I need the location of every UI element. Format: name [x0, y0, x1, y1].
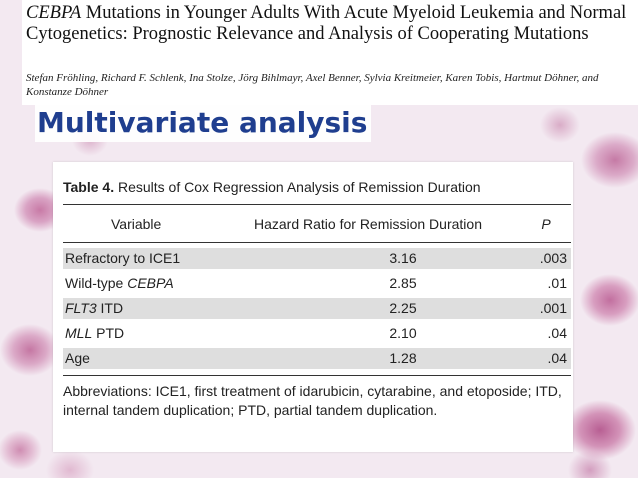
- row-p-value: .04: [547, 325, 567, 341]
- row-p-value: .04: [547, 350, 567, 366]
- row-hazard-ratio: 2.25: [389, 300, 417, 316]
- table-caption-text: Results of Cox Regression Analysis of Re…: [114, 179, 481, 195]
- paper-title-rest: Mutations in Younger Adults With Acute M…: [26, 3, 627, 44]
- row-variable: Age: [65, 350, 90, 366]
- table-row: Wild-type CEBPA 2.85 .01: [63, 273, 571, 294]
- paper-title: CEBPA Mutations in Younger Adults With A…: [26, 3, 632, 45]
- table-row: MLL PTD 2.10 .04: [63, 323, 571, 344]
- row-hazard-ratio: 3.16: [389, 250, 417, 266]
- table-caption-label: Table 4.: [63, 179, 115, 195]
- row-p-value: .003: [539, 250, 567, 266]
- row-variable-gene: FLT3: [65, 300, 97, 316]
- table-header-row: Variable Hazard Ratio for Remission Dura…: [63, 211, 571, 237]
- row-variable-gene: CEBPA: [127, 275, 174, 291]
- paper-header: CEBPA Mutations in Younger Adults With A…: [22, 0, 638, 105]
- paper-authors: Stefan Fröhling, Richard F. Schlenk, Ina…: [26, 72, 599, 98]
- table-row: Refractory to ICE1 3.16 .003: [63, 248, 571, 269]
- row-variable: FLT3 ITD: [65, 298, 123, 319]
- slide-heading: Multivariate analysis: [35, 104, 372, 142]
- table-header-rule: [63, 242, 571, 243]
- row-variable: Wild-type CEBPA: [65, 273, 174, 294]
- row-variable-gene: MLL: [65, 325, 93, 341]
- header-p-value: P: [541, 216, 551, 232]
- header-hazard-ratio: Hazard Ratio for Remission Duration: [254, 216, 482, 232]
- row-variable: MLL PTD: [65, 323, 124, 344]
- table-bottom-rule: [63, 375, 571, 376]
- row-variable: Refractory to ICE1: [65, 250, 181, 266]
- table-footnote: Abbreviations: ICE1, first treatment of …: [63, 383, 562, 418]
- table-caption: Table 4. Results of Cox Regression Analy…: [63, 179, 481, 195]
- row-p-value: .001: [539, 300, 567, 316]
- paper-title-gene: CEBPA: [26, 3, 82, 23]
- table-row: Age 1.28 .04: [63, 348, 571, 369]
- row-variable-prefix: Wild-type: [65, 275, 128, 291]
- results-table: Table 4. Results of Cox Regression Analy…: [53, 162, 573, 452]
- row-variable-suffix: ITD: [96, 300, 124, 316]
- table-row: FLT3 ITD 2.25 .001: [63, 298, 571, 319]
- row-hazard-ratio: 2.85: [389, 275, 417, 291]
- row-variable-suffix: PTD: [92, 325, 125, 341]
- table-top-rule: [63, 204, 571, 205]
- row-hazard-ratio: 1.28: [389, 350, 417, 366]
- header-variable: Variable: [111, 216, 162, 232]
- row-hazard-ratio: 2.10: [389, 325, 417, 341]
- row-p-value: .01: [547, 275, 567, 291]
